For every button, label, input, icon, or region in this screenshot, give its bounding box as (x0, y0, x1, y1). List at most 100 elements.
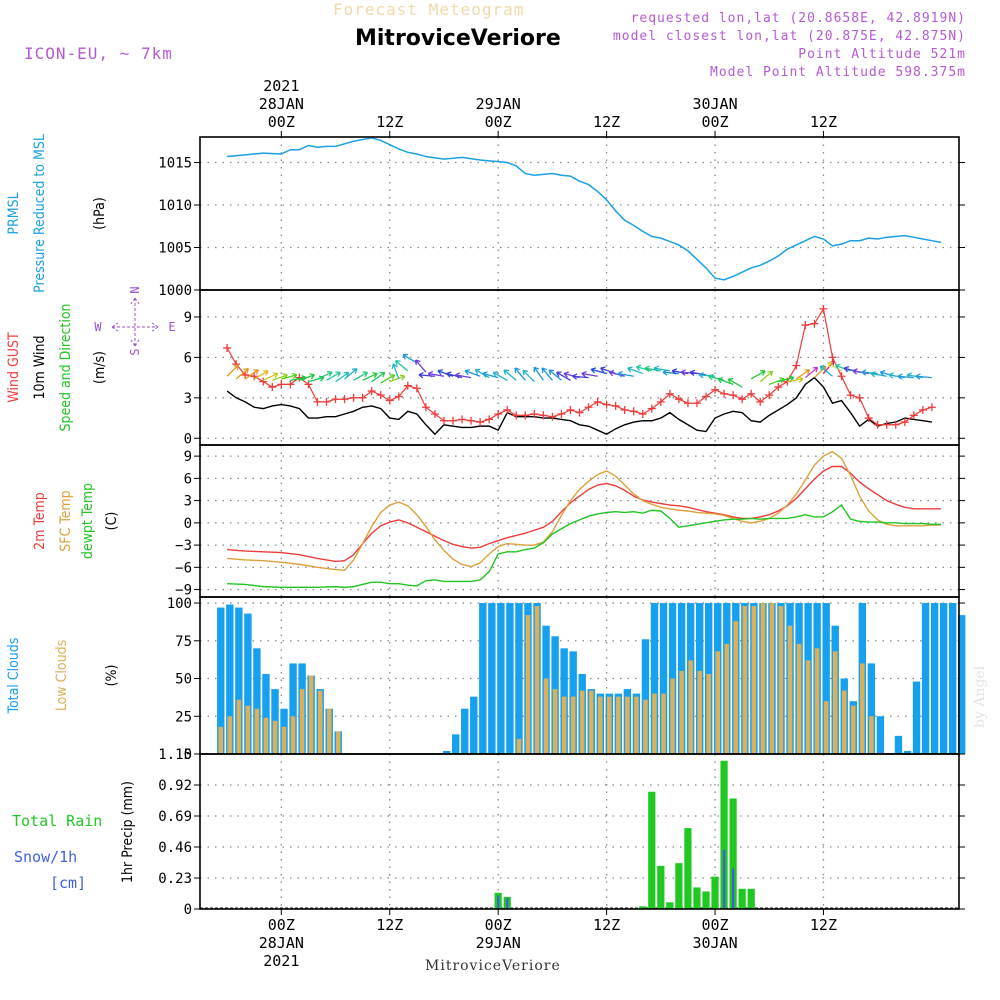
wind-direction-arrow (244, 369, 259, 380)
gust-marker (394, 392, 403, 401)
gust-marker (909, 411, 918, 420)
low-cloud-bar (688, 660, 693, 754)
low-cloud-bar (281, 726, 287, 754)
rain-bar (675, 863, 683, 909)
gust-marker (521, 411, 530, 420)
total-cloud-bar (217, 607, 225, 754)
gust-marker (638, 410, 647, 418)
wind-direction-arrow (414, 359, 427, 373)
rain-bar (747, 888, 755, 909)
gust-marker (756, 397, 765, 406)
top-time-label: 12Z (810, 113, 837, 131)
wind-direction-arrow (795, 369, 811, 380)
low-cloud-bar (245, 705, 251, 754)
gust-marker (819, 304, 828, 313)
precip-legend-label: [cm] (50, 874, 86, 892)
low-cloud-bar (227, 716, 233, 754)
top-time-label: 12Z (376, 113, 403, 131)
total-cloud-bar (253, 648, 261, 754)
total-cloud-bar (226, 604, 234, 754)
rain-bar (711, 876, 719, 909)
y-tick-label: 0.23 (158, 871, 192, 887)
low-cloud-bar (832, 651, 838, 754)
low-cloud-bar (254, 708, 260, 754)
gust-marker (665, 389, 674, 398)
panel-y-label: Wind GUST (6, 332, 22, 403)
total-cloud-bar (939, 603, 948, 754)
gust-marker (575, 408, 584, 417)
temperature-line (227, 465, 941, 563)
wind-direction-arrow (389, 374, 406, 383)
gust-marker (539, 411, 548, 420)
author-watermark: by Angel (972, 665, 988, 728)
wind-direction-arrow (427, 370, 445, 378)
wind-direction-arrow (281, 372, 298, 380)
gust-marker (421, 403, 430, 412)
low-cloud-bar (652, 693, 657, 754)
location-title: MitroviceVeriore (355, 26, 561, 51)
low-cloud-bar (661, 693, 666, 754)
total-cloud-bar (822, 603, 830, 754)
wind-direction-arrow (759, 370, 774, 383)
low-cloud-bar (543, 678, 549, 754)
gust-marker (449, 416, 457, 425)
bottom-time-label: 29JAN (476, 934, 521, 952)
wind-direction-arrow (548, 369, 562, 381)
wind-direction-arrow (581, 370, 598, 378)
low-cloud-bar (236, 699, 242, 754)
wind-compass: W E N S (94, 286, 175, 355)
total-cloud-bar (650, 603, 659, 754)
compass-east: E (168, 320, 175, 334)
panel-y-label: Pressure Reduced to MSL (32, 134, 48, 293)
total-cloud-bar (659, 603, 668, 754)
gust-marker (494, 410, 503, 418)
model-name: ICON-EU, ~ 7km (24, 44, 173, 63)
gust-marker (557, 410, 566, 418)
low-cloud-bar (326, 708, 332, 754)
gust-marker (331, 395, 340, 404)
wind-direction-arrow (402, 353, 418, 364)
gust-marker (729, 391, 738, 400)
low-cloud-bar (643, 699, 648, 754)
panel-y-label: 1hr Precip (mm) (120, 781, 136, 883)
panel-frame-pressure (199, 136, 960, 291)
low-cloud-bar (616, 696, 621, 754)
gust-marker (873, 420, 882, 429)
wind-direction-arrow (492, 371, 508, 381)
y-tick-label: −9 (175, 583, 192, 599)
bottom-time-label: 00Z (485, 916, 512, 934)
gust-marker (882, 420, 891, 429)
wind-direction-arrow (514, 367, 526, 381)
wind-direction-arrow (870, 370, 887, 378)
compass-arrows (111, 297, 159, 347)
panel-y-label: Total Clouds (6, 638, 22, 715)
top-time-label: 00Z (485, 113, 512, 131)
wind-direction-arrow (617, 370, 634, 378)
gust-marker (747, 389, 756, 398)
y-tick-label: −3 (175, 538, 192, 554)
panel-frame-temperature (199, 444, 960, 598)
y-tick-label: 1000 (158, 283, 192, 299)
wind-direction-arrow (915, 373, 932, 380)
panel-y-label: (m/s) (92, 351, 108, 384)
gust-marker (304, 380, 313, 389)
wind-direction-arrow (590, 367, 607, 375)
gust-marker (376, 391, 385, 400)
gust-marker (313, 397, 322, 406)
panel-y-label: (hPa) (92, 197, 108, 230)
low-cloud-bar (787, 625, 793, 754)
y-tick-label: 3 (184, 391, 192, 407)
clouds-y-axis: 0 25 50 75 100 (167, 596, 965, 763)
low-cloud-bar (335, 731, 341, 754)
low-cloud-bar (516, 738, 522, 754)
total-cloud-bar (921, 603, 930, 754)
total-cloud-bar (262, 673, 270, 754)
gust-marker (828, 353, 837, 362)
y-tick-label: 6 (184, 350, 192, 366)
wind-direction-arrow (446, 371, 463, 379)
low-cloud-bar (679, 670, 684, 754)
temperature-line (227, 450, 941, 572)
low-cloud-bar (588, 690, 594, 754)
y-tick-label: 100 (167, 596, 192, 612)
bottom-time-label: 12Z (593, 916, 620, 934)
